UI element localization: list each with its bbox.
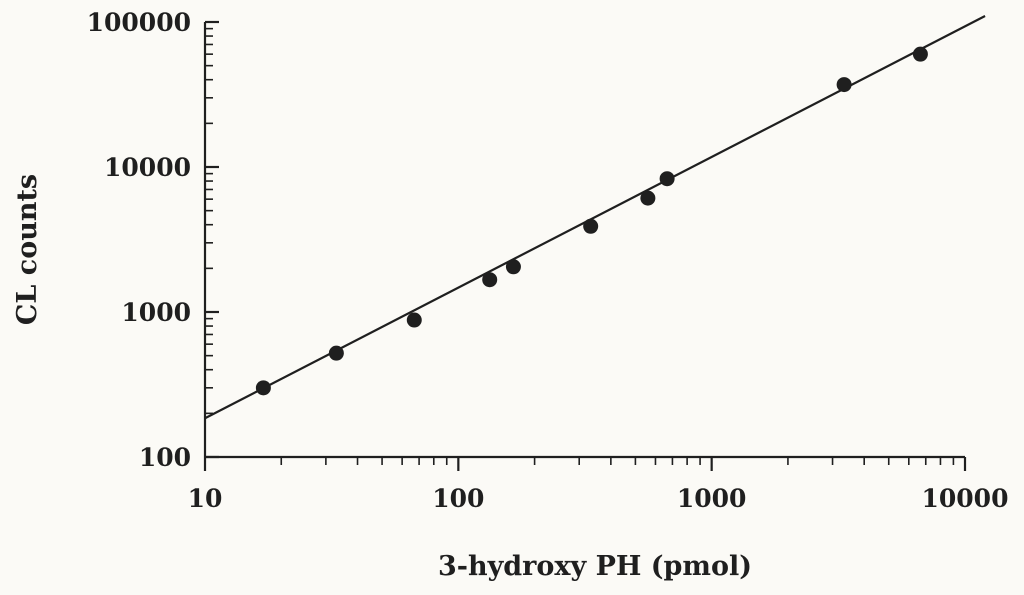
- y-axis-title: CL counts: [12, 174, 43, 325]
- x-tick-label: 10: [188, 484, 223, 513]
- x-tick-label: 10000: [922, 484, 1009, 513]
- data-point: [328, 345, 344, 361]
- data-point: [505, 259, 521, 275]
- data-point: [255, 380, 271, 396]
- fit-line-group: [204, 15, 986, 420]
- data-point: [640, 190, 656, 206]
- data-point: [583, 218, 599, 234]
- data-point: [406, 312, 422, 328]
- y-tick-label: 100000: [87, 8, 191, 37]
- data-point: [836, 77, 852, 93]
- y-tick-label: 100: [139, 443, 191, 472]
- x-axis-title: 3-hydroxy PH (pmol): [438, 551, 752, 582]
- data-points: [255, 46, 928, 396]
- axes: [203, 22, 965, 459]
- x-tick-label: 1000: [677, 484, 747, 513]
- x-tick-label: 100: [432, 484, 484, 513]
- data-point: [912, 46, 928, 62]
- y-axis-tick-labels: 100 1000 10000 100000: [87, 8, 191, 472]
- y-tick-label: 1000: [121, 298, 191, 327]
- data-point: [659, 171, 675, 187]
- x-axis-ticks: [203, 457, 967, 471]
- fit-line: [204, 15, 986, 420]
- y-tick-label: 10000: [104, 153, 191, 182]
- y-axis-ticks: [205, 20, 219, 459]
- data-point: [482, 272, 498, 288]
- x-axis-tick-labels: 10 100 1000 10000: [188, 484, 1009, 513]
